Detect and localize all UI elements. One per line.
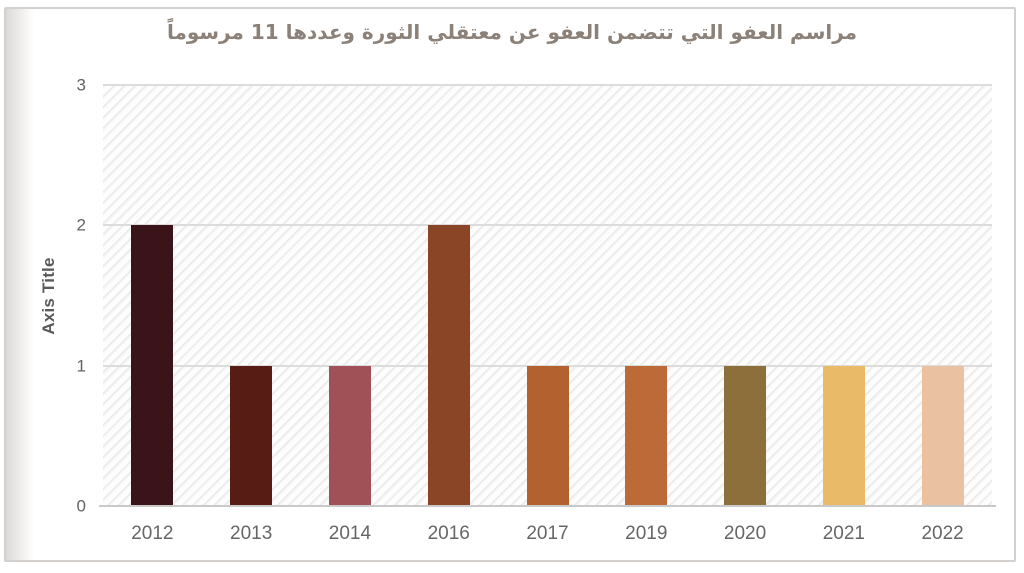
- x-axis-line: [99, 505, 996, 507]
- bar-2012: [131, 225, 174, 506]
- y-tick-label-1: 1: [76, 356, 86, 376]
- x-label-2021: 2021: [822, 523, 865, 544]
- x-label-2017: 2017: [526, 523, 569, 544]
- y-tick-label-3: 3: [76, 75, 86, 95]
- bar-2021: [822, 365, 865, 506]
- gridline-y-3: [103, 84, 992, 86]
- bar-2022: [921, 365, 964, 506]
- x-label-2020: 2020: [723, 523, 767, 544]
- x-label-2016: 2016: [427, 523, 470, 544]
- gridline-y-2: [103, 224, 992, 227]
- bar-2014: [328, 365, 371, 506]
- y-tick-label-0: 0: [76, 496, 86, 516]
- x-label-2019: 2019: [625, 523, 668, 544]
- plot-area: [103, 84, 992, 506]
- y-axis-tick-labels: 0 1 2 3: [0, 77, 88, 515]
- x-label-2013: 2013: [230, 523, 273, 544]
- x-label-2014: 2014: [328, 523, 372, 544]
- bar-2013: [230, 365, 273, 506]
- x-axis-category-labels: 2012 2013 2014 2016 2017 2019 2020 2021 2022: [103, 523, 992, 551]
- bar-2019: [625, 365, 668, 506]
- bar-2016: [427, 225, 470, 506]
- x-label-2022: 2022: [921, 523, 964, 544]
- bar-2020: [724, 365, 767, 506]
- x-label-2012: 2012: [131, 523, 174, 544]
- chart-title: مراسم العفو التي تتضمن العفو عن معتقلي ا…: [166, 20, 858, 44]
- bar-2017: [526, 365, 569, 506]
- y-tick-label-2: 2: [76, 215, 86, 235]
